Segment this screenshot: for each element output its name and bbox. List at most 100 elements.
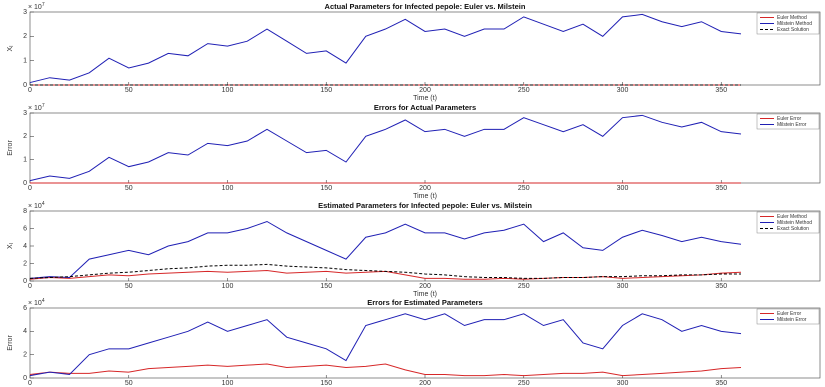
y-tick-label: 2	[23, 33, 27, 40]
y-axis-label-sub: I	[9, 45, 15, 46]
legend-box	[756, 12, 820, 35]
x-tick-label: 0	[28, 185, 32, 192]
y-tick-label: 2	[23, 352, 27, 359]
y-axis-label-main: Error	[7, 140, 14, 156]
x-tick-label: 100	[222, 283, 234, 290]
y-multiplier: × 107	[28, 2, 45, 11]
x-tick-label: 300	[617, 380, 629, 387]
chart-title: Errors for Actual Parameters	[374, 103, 476, 112]
x-tick-label: 300	[617, 283, 629, 290]
series-line	[29, 313, 742, 377]
legend-label: Euler Error	[777, 116, 802, 122]
y-multiplier-exponent: 7	[42, 103, 45, 109]
x-tick-label: 0	[28, 380, 32, 387]
x-tick-label: 200	[419, 87, 431, 94]
y-tick-label: 8	[23, 208, 27, 215]
legend-label: Milstein Error	[777, 317, 807, 323]
x-tick-label: 200	[419, 380, 431, 387]
axes-box	[29, 210, 821, 282]
y-multiplier: × 107	[28, 103, 45, 112]
y-tick-label: 2	[23, 133, 27, 140]
y-axis-label: XI	[7, 45, 15, 51]
series-line	[29, 363, 742, 377]
y-axis-label-main: Error	[7, 335, 14, 351]
x-tick-label: 0	[28, 283, 32, 290]
x-tick-label: 250	[518, 185, 530, 192]
y-tick-label: 4	[23, 328, 27, 335]
y-multiplier: × 104	[28, 298, 45, 307]
series-line	[29, 114, 742, 182]
legend-label: Milstein Error	[777, 122, 807, 128]
x-tick-label: 150	[320, 283, 332, 290]
y-tick-label: 2	[23, 260, 27, 267]
y-tick-label: 0	[23, 180, 27, 187]
y-axis-label-sub: I	[9, 243, 15, 244]
y-multiplier-base: × 10	[28, 203, 42, 210]
x-axis-label: Time (t)	[413, 193, 437, 200]
y-tick-label: 0	[23, 375, 27, 382]
x-tick-label: 0	[28, 87, 32, 94]
y-tick-label: 3	[23, 9, 27, 16]
x-tick-label: 250	[518, 283, 530, 290]
x-tick-label: 50	[125, 380, 133, 387]
y-tick-label: 6	[23, 225, 27, 232]
x-tick-label: 100	[222, 185, 234, 192]
series-line	[29, 220, 742, 279]
y-multiplier: × 104	[28, 201, 45, 210]
y-axis-label-main: X	[7, 47, 14, 52]
y-tick-label: 1	[23, 58, 27, 65]
y-tick-label: 4	[23, 243, 27, 250]
legend-label: Milstein Method	[777, 21, 812, 27]
series-line	[29, 13, 742, 84]
chart-title: Estimated Parameters for Infected pepole…	[318, 201, 532, 210]
legend-box	[756, 308, 820, 325]
y-multiplier-base: × 10	[28, 105, 42, 112]
legend-label: Exact Solution	[777, 226, 809, 232]
x-tick-label: 350	[715, 380, 727, 387]
chart-title: Errors for Estimated Parameters	[367, 298, 482, 307]
axes-box	[29, 112, 821, 184]
x-tick-label: 50	[125, 87, 133, 94]
x-tick-label: 350	[715, 283, 727, 290]
chart-title: Actual Parameters for Infected pepole: E…	[325, 2, 526, 11]
y-tick-label: 3	[23, 110, 27, 117]
legend-label: Exact Solution	[777, 27, 809, 33]
series-line	[29, 263, 741, 279]
legend-label: Euler Error	[777, 311, 802, 317]
y-axis-label: XI	[7, 243, 15, 249]
legend-label: Euler Method	[777, 15, 807, 21]
legend-label: Milstein Method	[777, 220, 812, 226]
x-tick-label: 100	[222, 87, 234, 94]
x-tick-label: 200	[419, 283, 431, 290]
y-tick-label: 0	[23, 82, 27, 89]
x-axis-label: Time (t)	[413, 95, 437, 102]
y-tick-label: 0	[23, 278, 27, 285]
axes-box	[29, 11, 821, 86]
x-tick-label: 150	[320, 87, 332, 94]
legend-box	[756, 211, 820, 234]
x-tick-label: 100	[222, 380, 234, 387]
x-tick-label: 250	[518, 380, 530, 387]
y-axis-label: Error	[7, 140, 14, 156]
y-multiplier-exponent: 4	[42, 298, 45, 304]
y-tick-label: 1	[23, 157, 27, 164]
x-tick-label: 300	[617, 185, 629, 192]
y-axis-label-main: X	[7, 244, 14, 249]
x-tick-label: 300	[617, 87, 629, 94]
y-multiplier-exponent: 4	[42, 201, 45, 207]
x-tick-label: 150	[320, 185, 332, 192]
x-tick-label: 150	[320, 380, 332, 387]
x-tick-label: 250	[518, 87, 530, 94]
y-multiplier-base: × 10	[28, 4, 42, 11]
y-axis-label: Error	[7, 335, 14, 351]
legend-box	[756, 113, 820, 130]
x-tick-label: 350	[715, 87, 727, 94]
y-multiplier-exponent: 7	[42, 2, 45, 8]
y-tick-label: 6	[23, 305, 27, 312]
y-multiplier-base: × 10	[28, 300, 42, 307]
x-tick-label: 350	[715, 185, 727, 192]
x-tick-label: 50	[125, 283, 133, 290]
x-tick-label: 200	[419, 185, 431, 192]
x-tick-label: 50	[125, 185, 133, 192]
legend-label: Euler Method	[777, 214, 807, 220]
